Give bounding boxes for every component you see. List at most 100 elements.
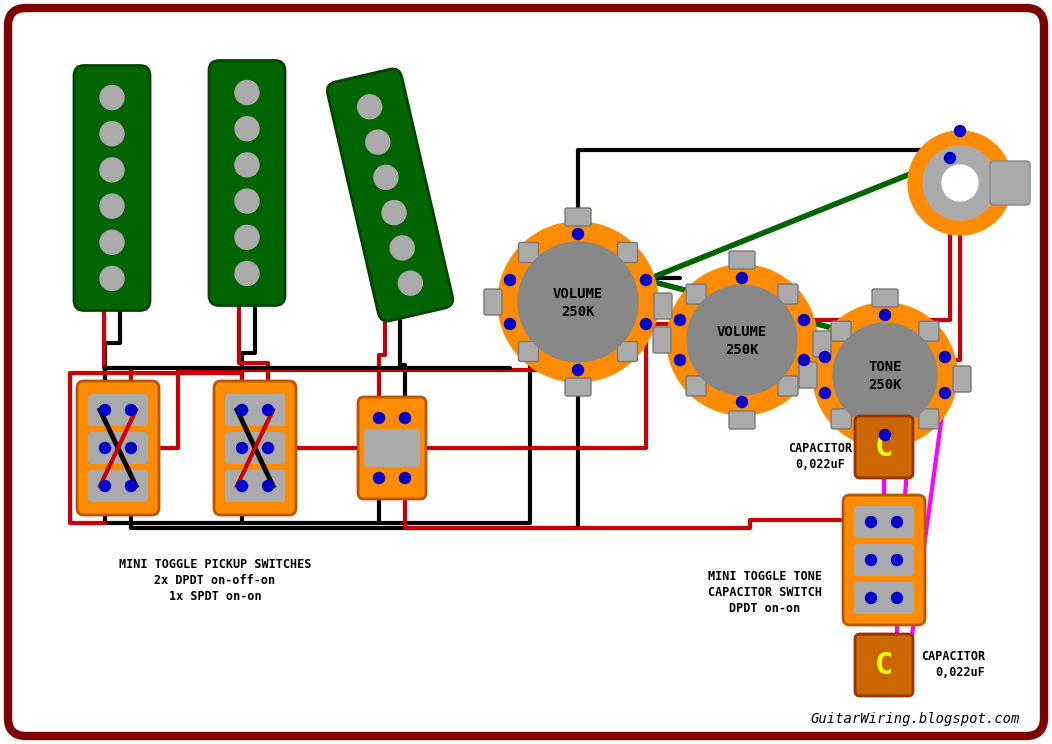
Circle shape bbox=[798, 315, 809, 326]
FancyBboxPatch shape bbox=[872, 443, 898, 461]
FancyBboxPatch shape bbox=[831, 409, 851, 429]
FancyBboxPatch shape bbox=[225, 470, 285, 502]
Text: 250K: 250K bbox=[725, 343, 758, 357]
FancyBboxPatch shape bbox=[565, 208, 591, 226]
Text: MINI TOGGLE TONE: MINI TOGGLE TONE bbox=[708, 570, 822, 583]
Circle shape bbox=[505, 275, 515, 286]
FancyBboxPatch shape bbox=[225, 432, 285, 464]
Circle shape bbox=[736, 397, 748, 408]
Circle shape bbox=[798, 354, 809, 365]
Circle shape bbox=[235, 261, 259, 286]
FancyBboxPatch shape bbox=[729, 251, 755, 269]
Circle shape bbox=[736, 272, 748, 283]
FancyBboxPatch shape bbox=[618, 341, 638, 362]
Circle shape bbox=[125, 405, 137, 415]
Circle shape bbox=[373, 472, 384, 484]
FancyBboxPatch shape bbox=[686, 376, 706, 396]
Circle shape bbox=[866, 554, 876, 565]
FancyBboxPatch shape bbox=[519, 341, 539, 362]
Text: 0,022uF: 0,022uF bbox=[935, 666, 985, 679]
Circle shape bbox=[235, 80, 259, 104]
Circle shape bbox=[674, 315, 686, 326]
Circle shape bbox=[820, 351, 830, 362]
Circle shape bbox=[641, 275, 651, 286]
Circle shape bbox=[263, 405, 274, 415]
FancyBboxPatch shape bbox=[618, 243, 638, 263]
FancyBboxPatch shape bbox=[813, 331, 831, 357]
Circle shape bbox=[891, 516, 903, 527]
FancyBboxPatch shape bbox=[327, 69, 452, 321]
Circle shape bbox=[100, 481, 110, 492]
Circle shape bbox=[358, 94, 382, 119]
FancyBboxPatch shape bbox=[855, 416, 913, 478]
Circle shape bbox=[518, 242, 638, 362]
Circle shape bbox=[954, 126, 966, 136]
FancyBboxPatch shape bbox=[654, 293, 672, 319]
Circle shape bbox=[833, 323, 937, 427]
FancyBboxPatch shape bbox=[74, 65, 150, 310]
Text: 250K: 250K bbox=[868, 378, 902, 392]
FancyBboxPatch shape bbox=[565, 378, 591, 396]
Circle shape bbox=[100, 266, 124, 290]
FancyBboxPatch shape bbox=[953, 366, 971, 392]
FancyBboxPatch shape bbox=[854, 582, 914, 614]
Text: 250K: 250K bbox=[562, 305, 594, 319]
FancyBboxPatch shape bbox=[225, 394, 285, 426]
Text: C: C bbox=[875, 650, 893, 679]
Text: TONE: TONE bbox=[868, 360, 902, 374]
Circle shape bbox=[235, 225, 259, 249]
Circle shape bbox=[939, 388, 951, 399]
FancyBboxPatch shape bbox=[872, 289, 898, 307]
Circle shape bbox=[505, 318, 515, 330]
Circle shape bbox=[866, 592, 876, 603]
Circle shape bbox=[939, 351, 951, 362]
Circle shape bbox=[400, 472, 410, 484]
Circle shape bbox=[382, 201, 406, 225]
Text: 0,022uF: 0,022uF bbox=[795, 458, 845, 471]
Circle shape bbox=[373, 165, 398, 190]
Circle shape bbox=[100, 122, 124, 146]
FancyBboxPatch shape bbox=[831, 321, 851, 341]
Circle shape bbox=[100, 158, 124, 182]
FancyBboxPatch shape bbox=[778, 284, 798, 304]
Circle shape bbox=[263, 481, 274, 492]
Circle shape bbox=[100, 405, 110, 415]
Circle shape bbox=[237, 481, 247, 492]
Circle shape bbox=[942, 165, 978, 201]
Text: 1x SPDT on-on: 1x SPDT on-on bbox=[168, 590, 261, 603]
Circle shape bbox=[572, 365, 584, 376]
FancyBboxPatch shape bbox=[990, 161, 1030, 205]
Circle shape bbox=[100, 231, 124, 254]
Circle shape bbox=[667, 265, 817, 415]
FancyBboxPatch shape bbox=[88, 432, 148, 464]
Circle shape bbox=[891, 554, 903, 565]
Circle shape bbox=[674, 354, 686, 365]
Circle shape bbox=[366, 130, 390, 154]
Circle shape bbox=[235, 153, 259, 177]
Text: CAPACITOR: CAPACITOR bbox=[788, 442, 852, 455]
Circle shape bbox=[400, 412, 410, 423]
Circle shape bbox=[641, 318, 651, 330]
Circle shape bbox=[263, 443, 274, 454]
FancyBboxPatch shape bbox=[358, 397, 426, 499]
FancyBboxPatch shape bbox=[843, 495, 925, 625]
FancyBboxPatch shape bbox=[854, 544, 914, 576]
FancyBboxPatch shape bbox=[800, 362, 817, 388]
FancyBboxPatch shape bbox=[77, 381, 159, 515]
FancyBboxPatch shape bbox=[778, 376, 798, 396]
Circle shape bbox=[879, 429, 890, 440]
Circle shape bbox=[687, 285, 797, 395]
Circle shape bbox=[866, 516, 876, 527]
Circle shape bbox=[945, 153, 955, 164]
FancyBboxPatch shape bbox=[686, 284, 706, 304]
Circle shape bbox=[879, 310, 890, 321]
FancyBboxPatch shape bbox=[519, 243, 539, 263]
Circle shape bbox=[237, 443, 247, 454]
Text: CAPACITOR: CAPACITOR bbox=[920, 650, 985, 663]
Circle shape bbox=[235, 117, 259, 141]
Circle shape bbox=[125, 443, 137, 454]
Circle shape bbox=[923, 146, 997, 220]
Circle shape bbox=[100, 443, 110, 454]
Text: VOLUME: VOLUME bbox=[716, 325, 767, 339]
FancyBboxPatch shape bbox=[214, 381, 296, 515]
